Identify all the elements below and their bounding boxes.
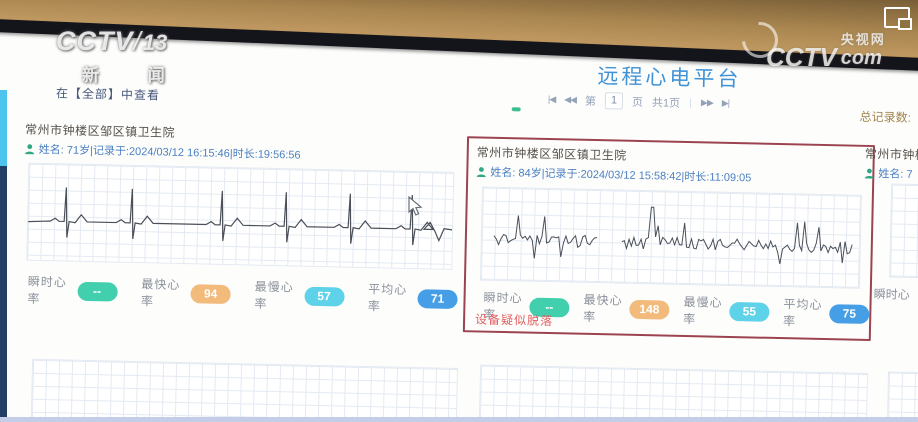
hospital-name: 常州市钟楼区 [864,146,918,163]
hr-max-badge: 94 [190,283,231,304]
hr-min-badge: 57 [303,286,345,307]
cctv-logo-text: CCTV [56,26,134,56]
ecg-panel-2[interactable]: 常州市钟楼区邹区镇卫生院 姓名: 84岁|记录于:2024/03/12 15:5… [462,136,876,342]
hr-max-label: 最快心率 [583,292,623,325]
last-page-button[interactable]: ▶| [721,97,730,108]
first-page-button[interactable]: |◀ [547,93,556,105]
ecg-panel-3[interactable]: 常州市钟楼区 姓名: 7 瞬时心 [861,137,918,349]
person-icon [25,143,35,154]
prev-page-button[interactable]: ◀◀ [564,94,577,105]
hr-min-badge: 55 [729,301,770,322]
hr-instant-badge: -- [76,281,118,302]
total-records-label: 总记录数: [859,109,912,125]
cctv13-watermark: CCTV/13 新 闻 [56,26,187,85]
hr-min-label: 最慢心率 [683,294,723,327]
next-page-button[interactable]: ▶▶ [700,97,713,108]
ecg-chart-row2-3 [886,371,918,422]
status-tick-icon [511,107,521,112]
hr-avg-label: 平均心率 [367,282,408,314]
record-info: 姓名: 71岁|记录于:2024/03/12 16:15:46|时长:19:56… [38,143,301,162]
network-com-label: com [840,47,882,69]
screen-switch-icon [884,7,912,30]
ecg-chart-row2-2 [478,364,869,422]
hr-avg-badge: 71 [417,288,458,309]
person-icon [864,167,874,179]
mouse-cursor [408,196,423,216]
hr-instant-label: 瞬时心 [873,287,910,302]
network-name: CCTV [766,42,837,73]
screen-edge-navy [0,166,7,417]
metrics-row-1: 瞬时心率 -- 最快心率 94 最慢心率 57 平均心率 71 [27,273,458,316]
ecg-waveform-1 [28,187,453,246]
ecg-chart-3 [889,183,918,280]
ecg-panel-1[interactable]: 常州市钟楼区邹区镇卫生院 姓名: 71岁|记录于:2024/03/12 16:1… [17,120,461,322]
record-info: 姓名: 7 [878,168,913,181]
record-info: 姓名: 84岁|记录于:2024/03/12 15:58:42|时长:11:09… [490,166,752,185]
pager-divider: | [688,96,693,109]
ecg-chart-row2-1 [30,358,459,422]
page-suffix-label: 页 [631,96,644,109]
hr-min-label: 最慢心率 [254,279,294,311]
pagination-bar: |◀ ◀◀ 第 1 页 共1页 | ▶▶ ▶| [548,91,730,112]
channel-caption: 新 闻 [82,66,187,85]
cctv-com-watermark: CCTV 央视网 com [734,14,886,73]
page-number-input[interactable]: 1 [604,92,624,110]
device-detached-warning: 设备疑似脱落 [474,312,554,329]
hr-max-label: 最快心率 [140,277,181,309]
hr-avg-label: 平均心率 [782,297,823,329]
screen-edge-bottom [0,417,918,422]
hr-instant-label: 瞬时心率 [27,274,67,306]
total-pages-label: 共1页 [651,96,681,110]
channel-number: 13 [142,30,168,55]
ecg-waveform-2 [493,206,853,264]
person-icon [476,166,486,177]
view-filter-label: 在【全部】中查看 [55,86,161,103]
page-prefix-label: 第 [584,95,597,108]
ecg-chart-2 [479,186,862,289]
ecg-chart-1 [26,162,455,270]
hr-max-badge: 148 [629,299,670,320]
screen-edge-cyan [0,90,7,168]
network-site-label: 央视网 [840,32,886,47]
